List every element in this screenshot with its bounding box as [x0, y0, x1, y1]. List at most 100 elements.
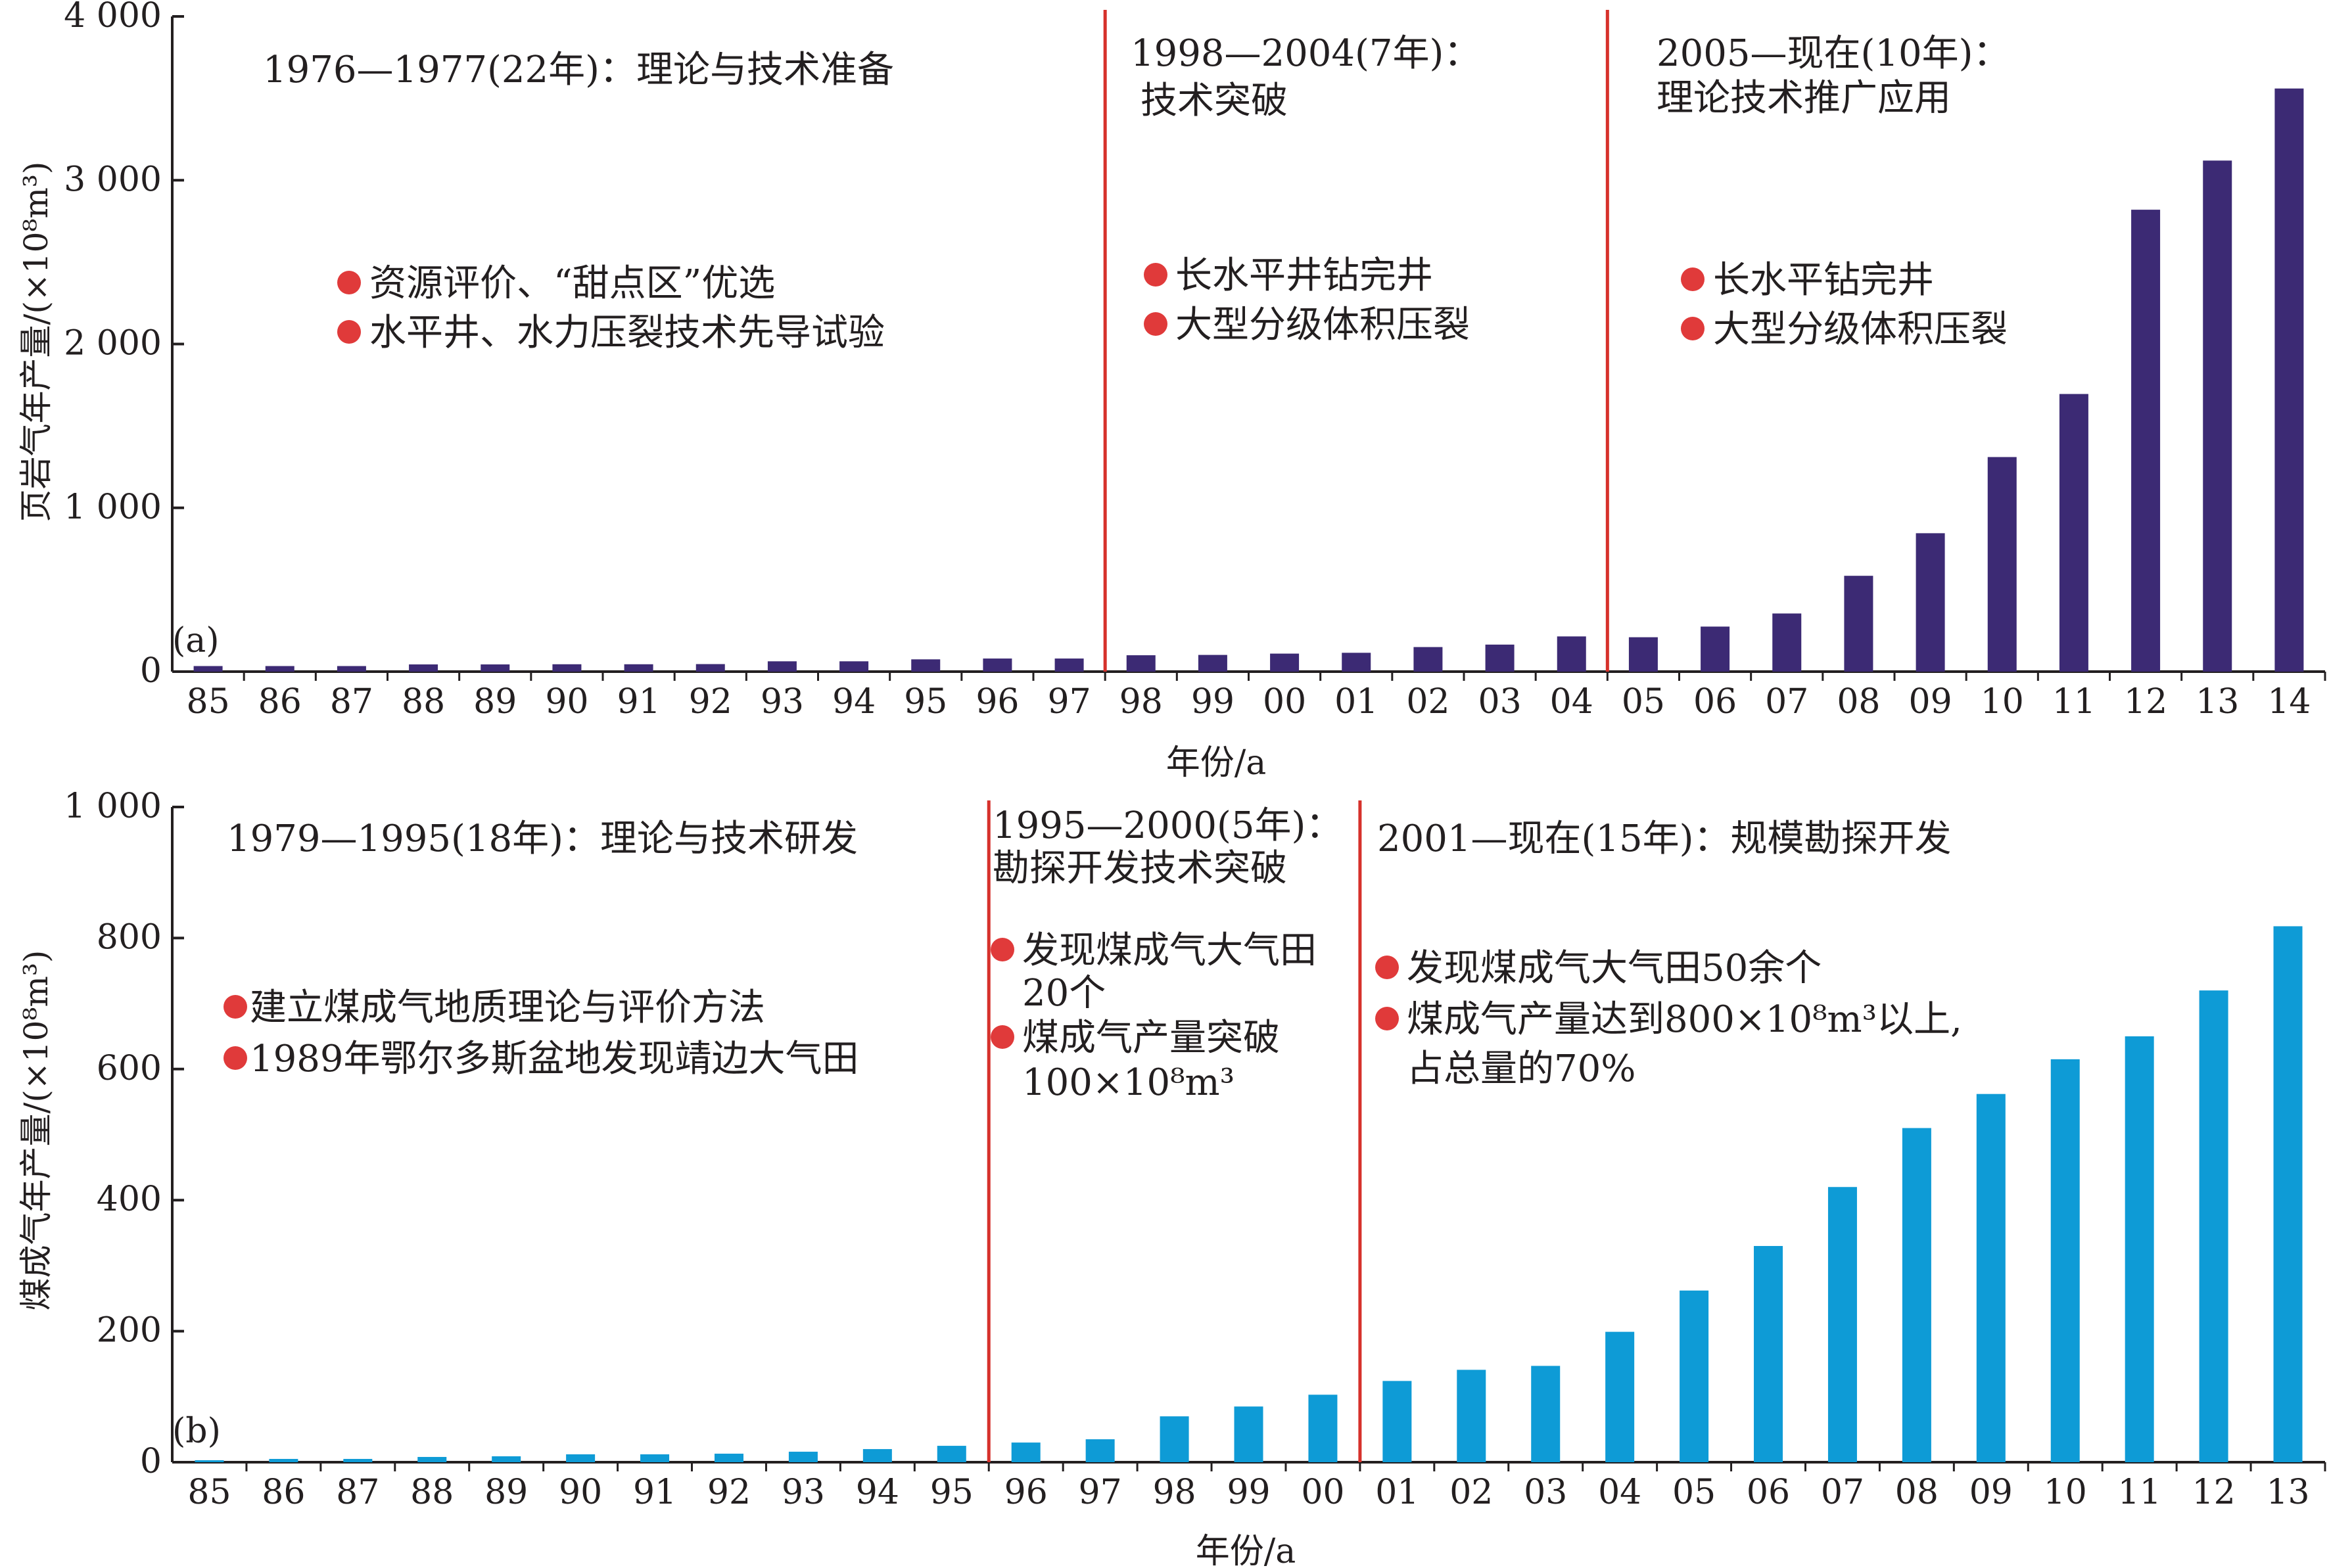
x-tick-label: 96 — [1004, 1473, 1048, 1512]
x-tick-label: 00 — [1301, 1473, 1344, 1512]
panel-b-phase3-bullet-1 — [1375, 956, 1399, 979]
x-tick-label: 95 — [930, 1473, 974, 1512]
panel-b-phase3-item-2: 煤成气产量达到800×10⁸m³以上, — [1407, 998, 1962, 1041]
panel-b-x-axis-title: 年份/a — [1196, 1532, 1296, 1568]
x-tick-label: 05 — [1672, 1473, 1716, 1512]
y-tick-label: 1 000 — [64, 488, 162, 527]
panel-a-y-axis-title: 页岩气年产量/(×10⁸m³) — [17, 162, 55, 522]
bar-93 — [788, 1452, 818, 1462]
bar-92 — [714, 1454, 743, 1462]
bar-11 — [2059, 394, 2088, 672]
bar-06 — [1701, 626, 1730, 672]
panel-a-phase3-bullet-1 — [1681, 267, 1705, 291]
bar-00 — [1308, 1395, 1338, 1462]
x-tick-label: 90 — [559, 1473, 602, 1512]
panel-a-phase2-item-1: 长水平井钻完井 — [1175, 254, 1433, 297]
panel-b-phase1-bullet-2 — [223, 1046, 247, 1070]
bar-99 — [1198, 655, 1227, 672]
bar-09 — [1916, 533, 1945, 672]
panel-b-phase1-title: 1979—1995(18年)：理论与技术研发 — [227, 818, 858, 860]
x-tick-label: 03 — [1478, 682, 1521, 722]
panel-b-phase1-item-2: 1989年鄂尔多斯盆地发现靖边大气田 — [250, 1038, 859, 1080]
bar-86 — [269, 1459, 298, 1462]
x-tick-label: 13 — [2196, 682, 2239, 722]
bar-12 — [2131, 210, 2161, 672]
panel-a-label: (a) — [172, 621, 220, 660]
x-tick-label: 06 — [1693, 682, 1737, 722]
panel-b-phase2-item-1: 发现煤成气大气田 — [1022, 929, 1317, 972]
panel-a-phase3-bullet-2 — [1681, 317, 1705, 340]
x-tick-label: 85 — [186, 682, 229, 722]
panel-b-phase2-item-2-cont: 100×10⁸m³ — [1022, 1061, 1235, 1104]
panel-a-axes — [171, 10, 2326, 681]
bar-97 — [1054, 658, 1084, 672]
x-tick-label: 98 — [1152, 1473, 1196, 1512]
x-tick-label: 07 — [1765, 682, 1808, 722]
bar-87 — [337, 666, 366, 672]
panel-a-phase3-title-line2: 理论技术推广应用 — [1657, 77, 1951, 120]
y-tick-label: 200 — [97, 1311, 162, 1350]
x-tick-label: 00 — [1263, 682, 1306, 722]
bar-12 — [2199, 990, 2228, 1462]
x-tick-label: 89 — [473, 682, 517, 722]
bar-11 — [2125, 1036, 2154, 1462]
x-tick-label: 08 — [1895, 1473, 1939, 1512]
x-tick-label: 10 — [1981, 682, 2024, 722]
bar-92 — [695, 664, 725, 672]
panel-a-phase3-item-1: 长水平钻完井 — [1713, 259, 1934, 302]
x-tick-label: 11 — [2118, 1473, 2161, 1512]
bar-14 — [2274, 88, 2304, 672]
bar-06 — [1754, 1245, 1783, 1462]
x-tick-label: 92 — [689, 682, 732, 722]
x-tick-label: 14 — [2267, 682, 2311, 722]
x-tick-label: 13 — [2266, 1473, 2309, 1512]
x-tick-label: 01 — [1375, 1473, 1419, 1512]
bar-85 — [195, 1460, 224, 1462]
panel-a-phase2-title-line2: 技术突破 — [1141, 80, 1288, 122]
x-tick-label: 09 — [1969, 1473, 2013, 1512]
bar-98 — [1126, 655, 1156, 672]
bar-08 — [1902, 1128, 1931, 1462]
y-tick-label: 600 — [97, 1049, 162, 1088]
panel-a-phase1-bullet-2 — [337, 320, 361, 344]
bar-88 — [417, 1457, 447, 1462]
x-tick-label: 87 — [336, 1473, 379, 1512]
bar-04 — [1605, 1331, 1635, 1462]
x-tick-label: 10 — [2044, 1473, 2087, 1512]
bar-90 — [552, 664, 582, 672]
bar-89 — [481, 664, 510, 672]
bar-09 — [1976, 1094, 2006, 1462]
panel-b-phase3-item-2-cont: 占总量的70% — [1407, 1048, 1635, 1090]
x-tick-label: 09 — [1908, 682, 1952, 722]
y-tick-label: 800 — [97, 917, 162, 957]
x-tick-label: 90 — [545, 682, 588, 722]
bar-07 — [1827, 1187, 1857, 1462]
bar-91 — [624, 664, 653, 672]
x-tick-label: 03 — [1524, 1473, 1567, 1512]
x-tick-label: 89 — [484, 1473, 528, 1512]
panel-a-bars — [193, 88, 2304, 672]
bar-94 — [862, 1449, 892, 1462]
panel-a-phase3-item-2: 大型分级体积压裂 — [1713, 308, 2008, 351]
panel-b-bars — [195, 926, 2303, 1462]
bar-99 — [1234, 1406, 1263, 1462]
x-tick-label: 85 — [187, 1473, 231, 1512]
panel-b-phase3-bullet-2 — [1375, 1007, 1399, 1030]
bar-02 — [1413, 647, 1443, 672]
bar-01 — [1382, 1381, 1412, 1462]
bar-03 — [1531, 1366, 1561, 1462]
bar-93 — [767, 661, 797, 672]
x-tick-label: 87 — [330, 682, 373, 722]
x-tick-label: 99 — [1191, 682, 1235, 722]
x-tick-label: 97 — [1079, 1473, 1122, 1512]
bar-08 — [1844, 576, 1873, 672]
bar-05 — [1628, 637, 1658, 672]
bar-95 — [911, 659, 941, 672]
x-tick-label: 01 — [1334, 682, 1378, 722]
bar-91 — [640, 1454, 670, 1462]
panel-a-phase2-item-2: 大型分级体积压裂 — [1175, 304, 1470, 346]
bar-04 — [1557, 636, 1586, 672]
x-tick-label: 96 — [976, 682, 1019, 722]
panel-b-phase2-title-line1: 1995—2000(5年)： — [993, 804, 1342, 847]
